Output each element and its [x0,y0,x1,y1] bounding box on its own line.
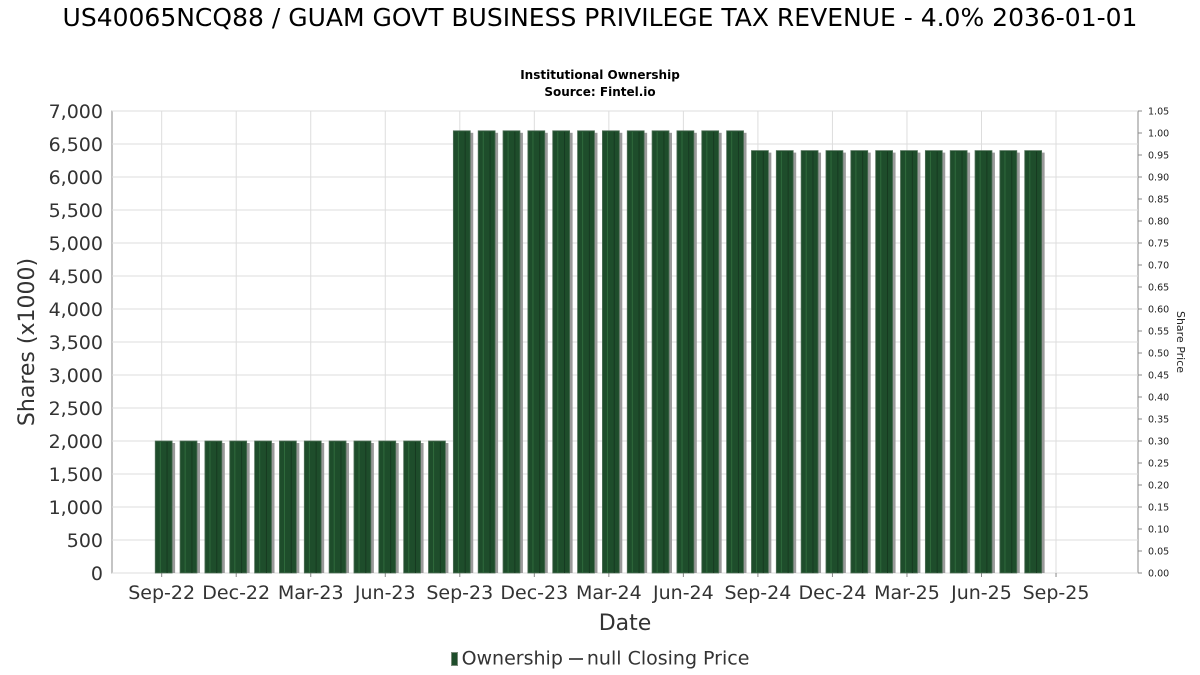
x-tick-label: Sep-24 [724,582,791,604]
x-tick-label: Dec-23 [500,582,568,604]
y2-tick-label: 0.05 [1148,547,1169,558]
y2-tick-label: 0.80 [1148,217,1169,228]
y2-tick-label: 0.75 [1148,239,1169,250]
x-tick-label: Mar-24 [576,582,642,604]
ownership-bar [378,440,397,574]
x-tick-label: Mar-23 [278,582,344,604]
y2-tick-label: 0.30 [1148,437,1169,448]
y2-tick-label: 0.10 [1148,525,1169,536]
y-tick-label: 2,000 [49,431,103,453]
legend-ownership-label: Ownership [461,647,563,670]
ownership-bar [577,130,595,574]
ownership-bar [875,150,893,574]
ownership-bar [800,150,819,574]
y2-tick-label: 0.20 [1148,481,1169,492]
ownership-bar [353,440,372,574]
ownership-bar [825,150,844,574]
ownership-bar [974,150,993,574]
ownership-bar [999,150,1018,574]
legend: Ownership null Closing Price [0,647,1200,670]
y2-tick-label: 1.00 [1148,129,1169,140]
ownership-bar [701,130,720,574]
y2-axis-label: Share Price [1174,311,1187,373]
y-tick-label: 3,000 [49,365,103,387]
ownership-bar [726,130,744,574]
y-tick-label: 1,500 [49,464,103,486]
x-tick-label: Dec-24 [799,582,867,604]
ownership-bar [676,130,695,574]
ownership-bar [204,440,223,574]
ownership-bar [328,440,347,574]
y2-tick-label: 1.05 [1148,107,1169,118]
y2-tick-label: 0.00 [1148,569,1169,580]
y2-tick-label: 0.55 [1148,327,1169,338]
ownership-bar [403,440,421,574]
ownership-bar [602,130,620,574]
x-axis-label: Date [599,611,652,636]
y2-tick-label: 0.50 [1148,349,1169,360]
legend-price-line [568,657,583,660]
ownership-bar [303,440,322,574]
y-tick-label: 3,500 [49,332,103,354]
ownership-bar [527,130,546,574]
ownership-bar [154,440,173,574]
x-tick-label: Sep-22 [128,582,195,604]
legend-ownership-swatch [450,651,458,666]
x-tick-label: Sep-23 [426,582,493,604]
y2-tick-label: 0.95 [1148,151,1169,162]
y-tick-label: 0 [91,563,103,585]
y-tick-label: 4,000 [49,299,103,321]
ownership-bar [751,150,769,574]
y2-tick-label: 0.40 [1148,393,1169,404]
x-tick-label: Dec-22 [202,582,270,604]
ownership-bar [626,130,645,574]
ownership-bar [552,130,571,574]
chart-subtitle: Institutional Ownership [520,68,680,82]
y-tick-label: 6,000 [49,167,103,189]
ownership-bar [651,130,670,574]
ownership-bar [254,440,272,574]
y-tick-label: 5,000 [49,233,103,255]
ownership-bar [949,150,968,574]
y-tick-label: 1,000 [49,497,103,519]
ownership-bar [229,440,248,574]
y-tick-label: 6,500 [49,134,103,156]
ownership-bar [179,440,198,574]
x-tick-label: Jun-23 [354,582,416,604]
ownership-bar [900,150,918,574]
y2-tick-label: 0.45 [1148,371,1169,382]
y2-tick-label: 0.85 [1148,195,1169,206]
y-tick-label: 7,000 [49,101,103,123]
ownership-bar [850,150,869,574]
y-tick-label: 5,500 [49,200,103,222]
ownership-bar [477,130,496,574]
ownership-bar [428,440,446,574]
ownership-bar [452,130,471,574]
y2-tick-label: 0.65 [1148,283,1169,294]
y2-tick-label: 0.15 [1148,503,1169,514]
ownership-bar [502,130,521,574]
x-tick-label: Mar-25 [874,582,940,604]
chart-title: US40065NCQ88 / GUAM GOVT BUSINESS PRIVIL… [62,3,1138,32]
y-tick-label: 4,500 [49,266,103,288]
y2-tick-label: 0.70 [1148,261,1169,272]
y2-tick-label: 0.35 [1148,415,1169,426]
y2-tick-label: 0.60 [1148,305,1169,316]
ownership-bar [279,440,297,574]
x-tick-label: Sep-25 [1023,582,1090,604]
y2-tick-label: 0.25 [1148,459,1169,470]
chart-source: Source: Fintel.io [544,85,656,99]
y-axis-label: Shares (x1000) [15,258,40,426]
y2-tick-label: 0.90 [1148,173,1169,184]
x-tick-label: Jun-25 [950,582,1012,604]
y-tick-label: 500 [67,530,103,552]
ownership-bar [1024,150,1043,574]
x-tick-label: Jun-24 [652,582,714,604]
ownership-bar [924,150,943,574]
ownership-bar [775,150,794,574]
legend-price-label: null Closing Price [586,647,750,670]
y-tick-label: 2,500 [49,398,103,420]
